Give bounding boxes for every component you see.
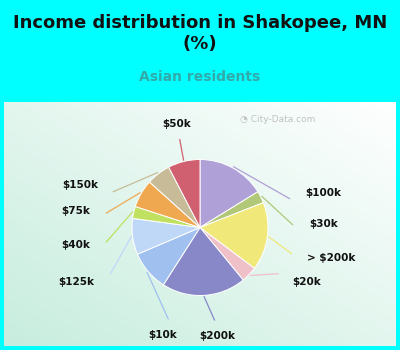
Text: Income distribution in Shakopee, MN
(%): Income distribution in Shakopee, MN (%)	[13, 14, 387, 53]
Text: $30k: $30k	[309, 219, 338, 229]
Wedge shape	[200, 203, 268, 268]
Wedge shape	[200, 192, 263, 228]
Text: $20k: $20k	[292, 277, 320, 287]
Text: ◔ City-Data.com: ◔ City-Data.com	[240, 115, 316, 124]
Wedge shape	[132, 218, 200, 254]
Wedge shape	[135, 182, 200, 228]
Wedge shape	[200, 160, 258, 228]
Text: $40k: $40k	[61, 239, 90, 250]
Text: $75k: $75k	[61, 205, 90, 216]
Wedge shape	[169, 160, 200, 228]
Text: $150k: $150k	[62, 180, 98, 190]
Wedge shape	[138, 228, 200, 285]
Text: $10k: $10k	[148, 330, 177, 340]
Text: $100k: $100k	[306, 189, 341, 198]
Wedge shape	[200, 228, 254, 280]
Wedge shape	[163, 228, 243, 295]
Text: $125k: $125k	[58, 277, 94, 287]
Text: $50k: $50k	[162, 119, 190, 129]
Wedge shape	[150, 167, 200, 228]
Text: > $200k: > $200k	[308, 253, 356, 263]
Text: Asian residents: Asian residents	[139, 70, 261, 84]
Wedge shape	[133, 206, 200, 228]
Text: $200k: $200k	[199, 331, 235, 341]
